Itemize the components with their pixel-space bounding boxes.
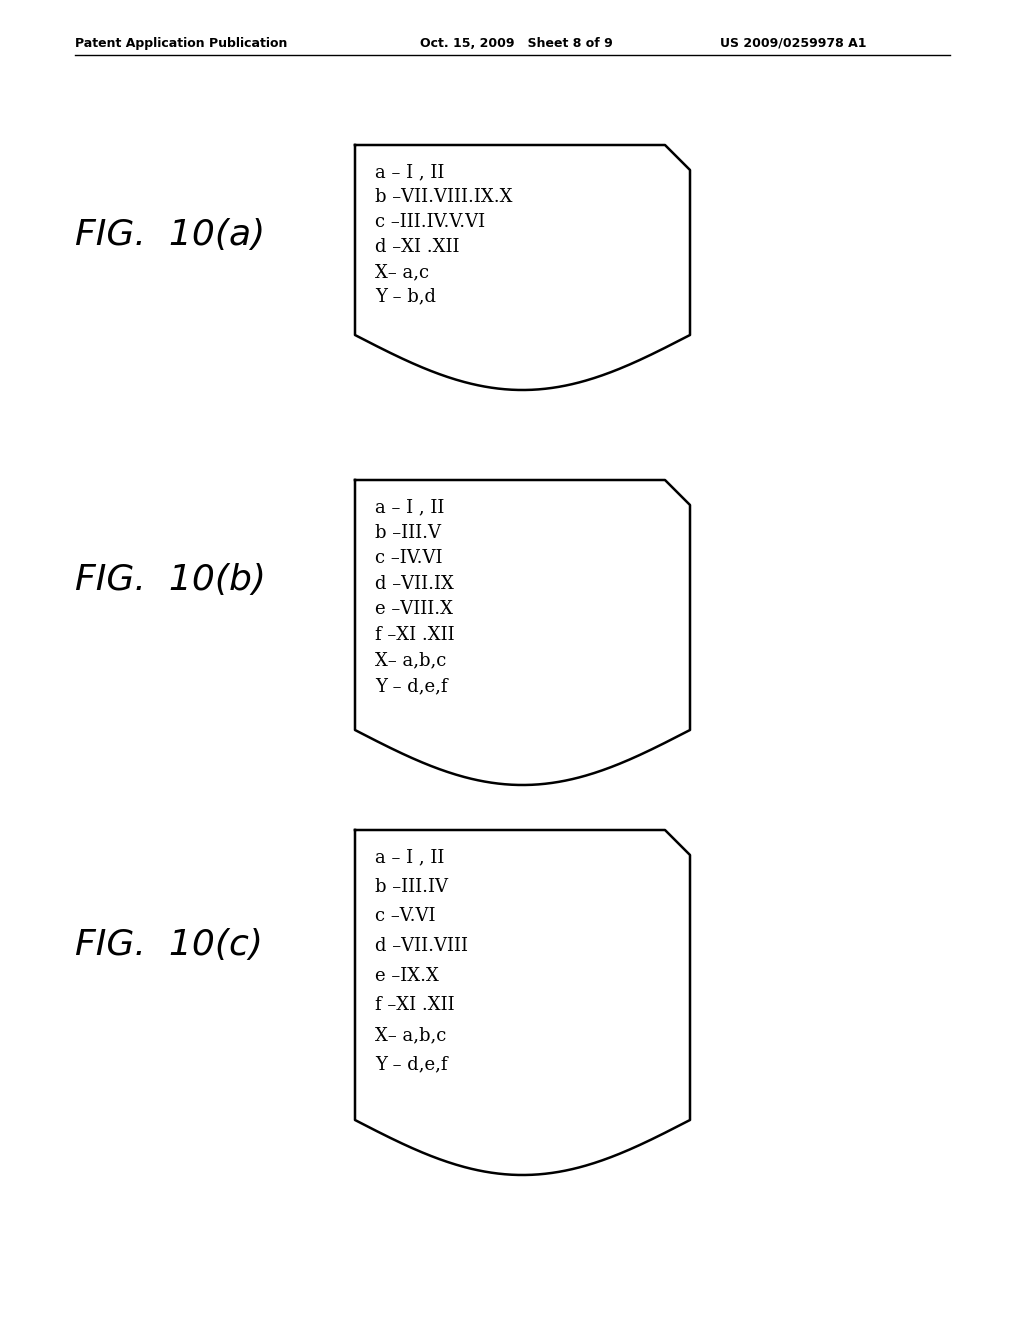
Text: Y – d,e,f: Y – d,e,f [375,1056,447,1073]
Text: d –VII.IX: d –VII.IX [375,574,454,593]
Text: a – I , II: a – I , II [375,498,444,516]
Text: d –VII.VIII: d –VII.VIII [375,937,468,954]
Text: Y – d,e,f: Y – d,e,f [375,677,447,694]
Text: a – I , II: a – I , II [375,162,444,181]
Text: d –XI .XII: d –XI .XII [375,238,460,256]
Text: c –V.VI: c –V.VI [375,907,435,925]
Text: X– a,b,c: X– a,b,c [375,651,446,669]
Text: Oct. 15, 2009   Sheet 8 of 9: Oct. 15, 2009 Sheet 8 of 9 [420,37,612,50]
Text: US 2009/0259978 A1: US 2009/0259978 A1 [720,37,866,50]
Text: FIG.  10(c): FIG. 10(c) [75,928,263,962]
Text: Patent Application Publication: Patent Application Publication [75,37,288,50]
Text: X– a,c: X– a,c [375,263,429,281]
Text: FIG.  10(a): FIG. 10(a) [75,218,265,252]
Text: c –III.IV.V.VI: c –III.IV.V.VI [375,213,485,231]
Text: f –XI .XII: f –XI .XII [375,626,455,644]
Text: a – I , II: a – I , II [375,847,444,866]
Text: b –VII.VIII.IX.X: b –VII.VIII.IX.X [375,187,512,206]
Text: b –III.IV: b –III.IV [375,878,449,896]
Text: FIG.  10(b): FIG. 10(b) [75,564,266,597]
Text: f –XI .XII: f –XI .XII [375,997,455,1014]
Text: b –III.V: b –III.V [375,524,441,541]
Text: e –VIII.X: e –VIII.X [375,601,453,618]
Text: Y – b,d: Y – b,d [375,288,436,306]
Text: c –IV.VI: c –IV.VI [375,549,442,568]
Text: e –IX.X: e –IX.X [375,966,439,985]
Text: X– a,b,c: X– a,b,c [375,1026,446,1044]
